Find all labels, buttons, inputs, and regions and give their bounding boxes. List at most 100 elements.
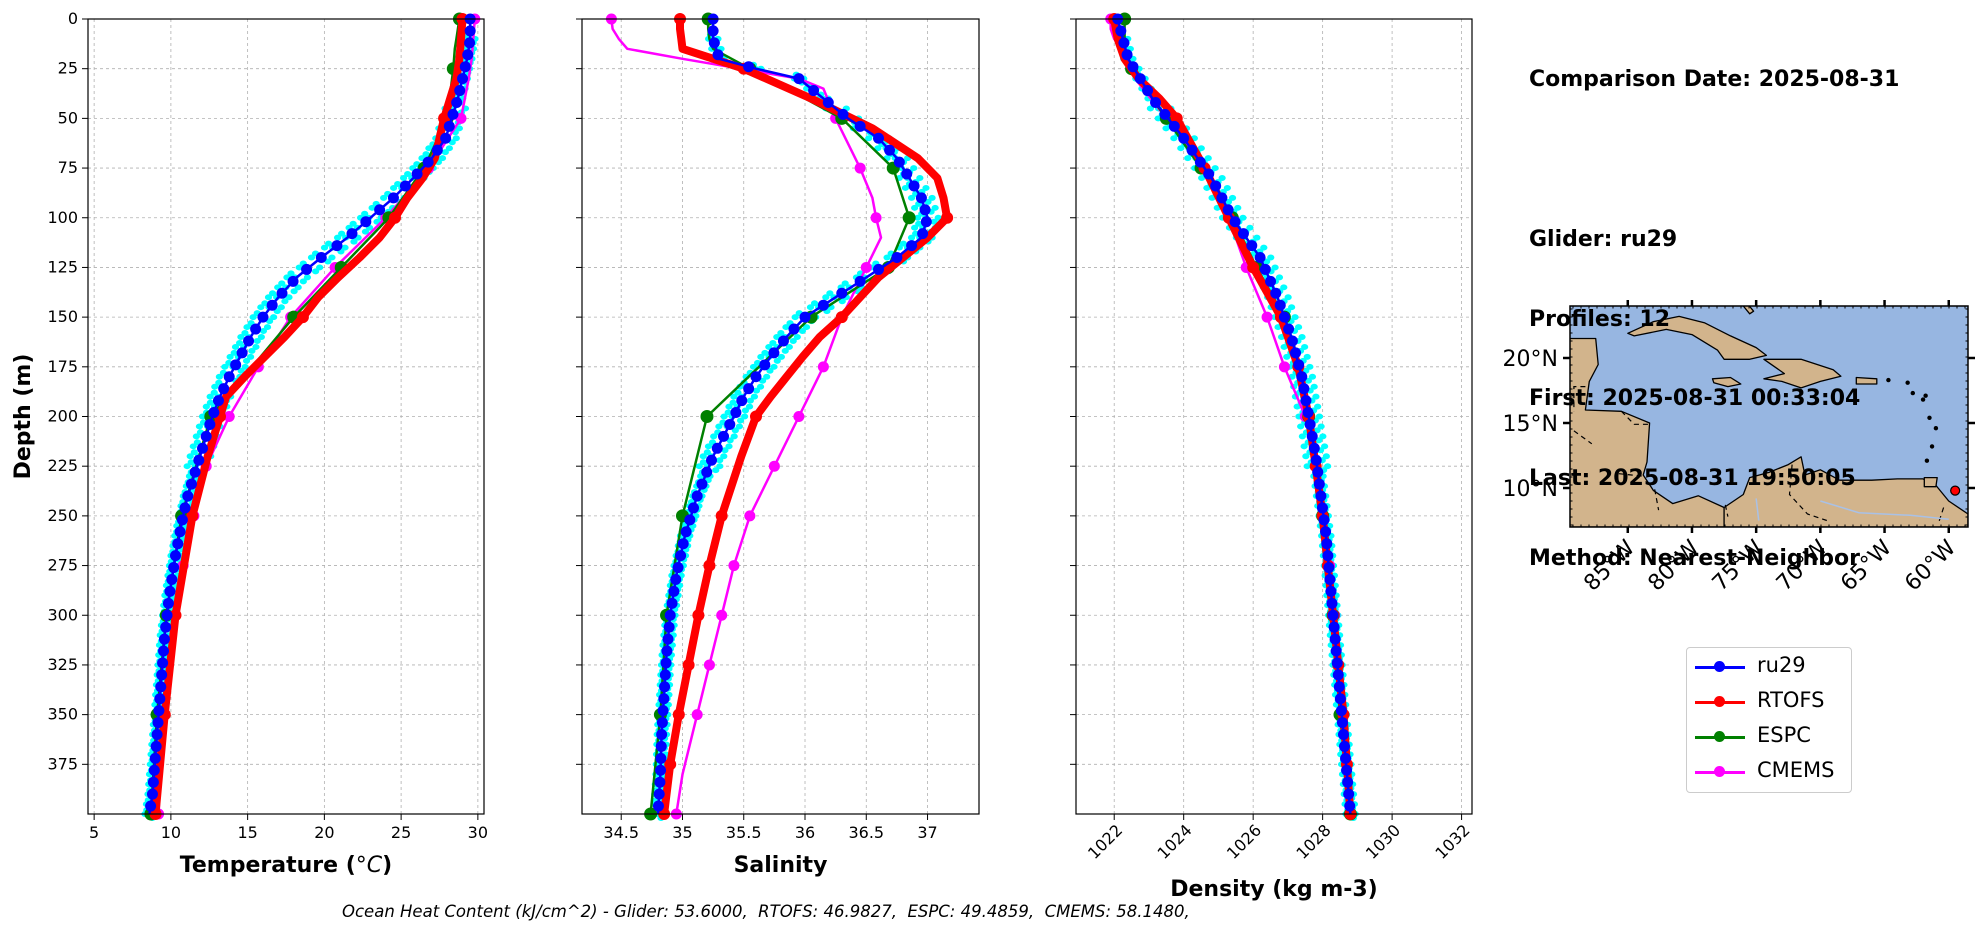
land-cuba (1627, 315, 1768, 360)
raw-point (438, 155, 447, 162)
data-point (906, 240, 918, 252)
data-point (817, 299, 829, 311)
data-point (153, 705, 165, 717)
raw-point (766, 367, 774, 374)
data-point (151, 729, 163, 740)
data-point (1326, 597, 1338, 609)
raw-point (257, 304, 265, 311)
data-point (166, 573, 178, 585)
data-point (652, 800, 664, 812)
legend-marker-ru29 (1714, 661, 1725, 672)
raw-point (1308, 373, 1317, 380)
data-point (1318, 514, 1330, 526)
data-point (724, 418, 736, 430)
data-point (1327, 609, 1339, 621)
data-point (296, 311, 309, 324)
raw-point (1294, 324, 1303, 331)
legend-label-cmems: CMEMS (1757, 758, 1835, 782)
data-point (464, 37, 476, 49)
grid-lines (1076, 18, 1472, 814)
raw-point (1322, 453, 1330, 460)
legend-item-cmems: CMEMS (1687, 755, 1851, 789)
data-point (1315, 490, 1327, 502)
land-puerto-rico (1855, 376, 1878, 385)
raw-point (1253, 234, 1261, 241)
data-point (152, 717, 164, 729)
raw-point (441, 149, 449, 156)
data-point (1306, 430, 1318, 442)
raw-point (338, 230, 346, 237)
x-tick-label: 25 (391, 823, 411, 842)
info-glider: Glider: ru29 (1529, 226, 1678, 252)
raw-point (231, 343, 240, 350)
raw-point (242, 357, 251, 364)
data-point (161, 609, 173, 621)
y-tick-label: 50 (58, 108, 78, 127)
land-hispaniola (1763, 358, 1842, 389)
raw-point (777, 330, 785, 337)
data-point (664, 609, 676, 621)
data-point (743, 61, 755, 73)
island-marker (1886, 377, 1891, 383)
x-tick-label: 1030 (1362, 821, 1404, 863)
data-point (158, 633, 170, 645)
map-frame (1569, 305, 1969, 528)
glider-raw-points (141, 31, 479, 821)
x-tick-label: 30 (468, 823, 488, 842)
glider-raw-points (1114, 31, 1359, 821)
data-point (1323, 562, 1335, 574)
data-point (200, 430, 212, 442)
data-point (854, 162, 866, 174)
raw-point (731, 427, 739, 434)
data-point (675, 550, 687, 562)
country-border (1788, 464, 1827, 522)
data-point (1328, 621, 1340, 633)
raw-point (445, 145, 453, 152)
data-point (176, 514, 188, 526)
river (1755, 498, 1760, 521)
raw-point (261, 300, 269, 307)
data-point (706, 454, 718, 466)
data-point (374, 204, 386, 216)
data-point (1286, 335, 1298, 347)
raw-point (822, 294, 830, 301)
raw-point (1291, 314, 1299, 321)
x-axis-label: Salinity (734, 853, 828, 878)
series-ru29 (652, 13, 932, 815)
data-point (920, 216, 932, 228)
x-tick-label: 34.5 (603, 823, 639, 842)
raw-point (1177, 145, 1185, 152)
data-point (147, 776, 159, 788)
raw-point (1297, 423, 1305, 430)
raw-point (361, 210, 369, 217)
raw-point (763, 373, 771, 380)
x-tick-label: 20 (314, 823, 334, 842)
data-point (1343, 788, 1355, 800)
data-point (749, 410, 762, 423)
raw-point (211, 383, 219, 390)
data-point (1194, 156, 1206, 168)
data-point (1274, 299, 1286, 311)
raw-point (252, 343, 260, 350)
data-point (915, 192, 927, 204)
data-point (654, 776, 666, 788)
data-point (658, 693, 670, 705)
data-point (208, 407, 220, 419)
legend: ru29 RTOFS ESPC CMEMS (1686, 647, 1852, 793)
raw-point (761, 349, 769, 356)
lon-tick-label: 60°W (1900, 535, 1961, 596)
data-point (682, 658, 695, 671)
raw-point (934, 214, 942, 221)
data-point (1339, 740, 1351, 752)
raw-point (1303, 353, 1311, 360)
data-point (1302, 407, 1314, 419)
raw-point (699, 459, 707, 466)
island-marker (1927, 415, 1932, 420)
data-point (696, 478, 708, 490)
raw-point (1324, 463, 1332, 470)
raw-point (320, 244, 329, 251)
series-rtofs (658, 13, 954, 820)
data-point (174, 526, 186, 538)
raw-point (1208, 194, 1216, 201)
